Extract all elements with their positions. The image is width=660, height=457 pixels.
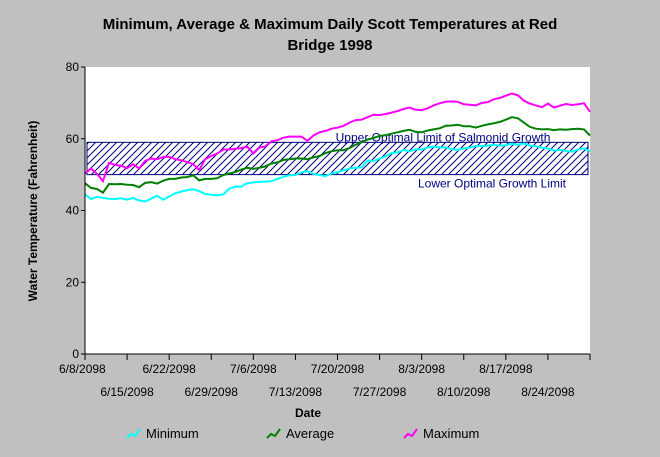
- legend-label-minimum: Minimum: [146, 426, 199, 441]
- legend-label-average: Average: [286, 426, 334, 441]
- y-tick-label: 40: [66, 204, 80, 218]
- chart-title-line-1: Minimum, Average & Maximum Daily Scott T…: [103, 16, 558, 33]
- x-tick-label: 8/10/2098: [437, 385, 491, 399]
- series-line-minimum: [84, 142, 591, 203]
- series-line-maximum: [84, 92, 591, 184]
- x-tick-label: 8/3/2098: [398, 362, 445, 376]
- y-tick-label: 0: [72, 347, 79, 361]
- x-tick-label: 6/22/2098: [142, 362, 196, 376]
- plot-area: [85, 67, 590, 354]
- chart-title-line-2: Bridge 1998: [287, 37, 372, 54]
- y-axis-title: Water Temperature (Fahrenheit): [26, 121, 40, 302]
- x-tick-label: 6/15/2098: [100, 385, 154, 399]
- lower-optimal-limit-label: Lower Optimal Growth Limit: [418, 177, 567, 191]
- optimal-growth-band: [86, 141, 589, 176]
- upper-optimal-limit-label: Upper Optimal Limit of Salmonid Growth: [336, 130, 551, 144]
- series-line-average: [84, 116, 591, 194]
- y-ticks: 0 20 40 60 80: [66, 60, 85, 361]
- y-tick-label: 60: [66, 132, 80, 146]
- x-tick-label: 8/17/2098: [479, 362, 533, 376]
- x-tick-label: 6/8/2098: [59, 362, 106, 376]
- legend-swatch-minimum: [126, 428, 141, 439]
- legend-label-maximum: Maximum: [423, 426, 479, 441]
- y-tick-label: 80: [66, 60, 80, 74]
- legend: Minimum Average Maximum: [126, 426, 479, 441]
- x-tick-label: 6/29/2098: [185, 385, 239, 399]
- x-tick-label: 7/13/2098: [269, 385, 323, 399]
- x-tick-label: 7/27/2098: [353, 385, 407, 399]
- legend-swatch-average: [266, 428, 281, 439]
- y-tick-label: 20: [66, 275, 80, 289]
- x-tick-label: 7/6/2098: [230, 362, 277, 376]
- x-ticks: 6/8/2098 6/22/2098 7/6/2098 7/20/2098 8/3/20…: [59, 354, 591, 399]
- x-axis-title: Date: [295, 406, 321, 420]
- x-tick-label: 7/20/2098: [311, 362, 365, 376]
- legend-swatch-maximum: [403, 428, 418, 439]
- x-tick-label: 8/24/2098: [521, 385, 575, 399]
- series-group: [84, 92, 591, 203]
